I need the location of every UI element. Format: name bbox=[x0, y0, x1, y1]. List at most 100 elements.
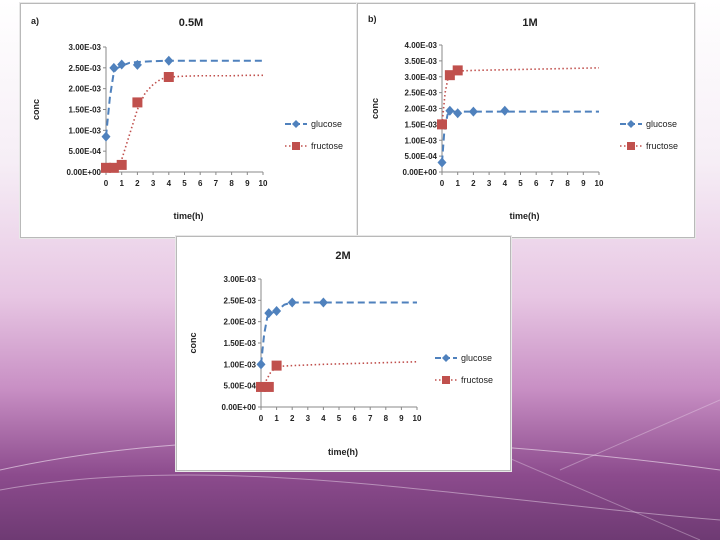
x-tick-label: 7 bbox=[214, 179, 219, 188]
glucose-point bbox=[117, 59, 127, 70]
x-tick-label: 5 bbox=[518, 179, 523, 188]
chart-svg-b: b) 1M 0.00E+00 5.00E-04 1.00E-03 1.50E-03 2.00… bbox=[368, 14, 678, 221]
legend-label-glucose: glucose bbox=[311, 119, 342, 129]
glucose-point bbox=[500, 105, 510, 116]
chart-title: 1M bbox=[522, 17, 537, 29]
y-tick-label: 2.00E-03 bbox=[69, 85, 102, 94]
x-tick-label: 4 bbox=[167, 179, 172, 188]
y-tick-label: 2.00E-03 bbox=[224, 318, 257, 327]
glucose-point bbox=[164, 55, 174, 66]
x-tick-label: 0 bbox=[104, 179, 109, 188]
x-tick-label: 8 bbox=[229, 179, 234, 188]
y-tick-label: 4.00E-03 bbox=[405, 41, 438, 50]
x-tick-label: 5 bbox=[337, 414, 342, 423]
y-tick-label: 2.50E-03 bbox=[69, 64, 102, 73]
x-axis-label: time(h) bbox=[328, 447, 358, 457]
y-tick-label: 1.50E-03 bbox=[224, 339, 257, 348]
glucose-point bbox=[453, 108, 463, 119]
legend-marker-glucose bbox=[627, 120, 635, 128]
chart-svg-a: a) 0.5M 0.00E+00 5.00E-04 1.00E-03 1.50E-03 2.… bbox=[31, 16, 343, 221]
x-tick-label: 0 bbox=[259, 414, 264, 423]
legend-label-glucose: glucose bbox=[646, 119, 677, 129]
glucose-point bbox=[272, 306, 282, 316]
y-tick-label: 3.00E-03 bbox=[224, 275, 257, 284]
panel-label: a) bbox=[31, 16, 39, 26]
x-tick-label: 3 bbox=[487, 179, 492, 188]
x-tick-label: 9 bbox=[581, 179, 586, 188]
panel-label: b) bbox=[368, 14, 377, 24]
x-tick-label: 10 bbox=[413, 414, 422, 423]
glucose-point bbox=[264, 308, 274, 319]
fructose-trendline bbox=[106, 74, 263, 169]
x-tick-label: 1 bbox=[119, 179, 124, 188]
glucose-point bbox=[318, 297, 328, 308]
legend-label-fructose: fructose bbox=[461, 375, 493, 385]
glucose-trendline bbox=[260, 301, 417, 365]
legend-marker-fructose bbox=[442, 376, 450, 384]
fructose-point bbox=[437, 119, 447, 130]
legend-label-fructose: fructose bbox=[646, 141, 678, 151]
x-tick-label: 9 bbox=[399, 414, 404, 423]
x-tick-label: 10 bbox=[595, 179, 604, 188]
fructose-point bbox=[101, 162, 111, 173]
x-axis-label: time(h) bbox=[174, 211, 204, 221]
fructose-point bbox=[163, 72, 174, 82]
x-tick-label: 0 bbox=[440, 179, 445, 188]
glucose-trendline bbox=[441, 110, 599, 163]
y-tick-label: 5.00E-04 bbox=[69, 147, 102, 156]
y-tick-label: 1.00E-03 bbox=[224, 360, 257, 369]
chart-title: 0.5M bbox=[179, 17, 203, 29]
x-tick-label: 3 bbox=[306, 414, 311, 423]
glucose-point bbox=[109, 62, 119, 73]
y-tick-label: 1.00E-03 bbox=[69, 126, 102, 135]
x-tick-label: 10 bbox=[259, 179, 268, 188]
x-tick-label: 9 bbox=[245, 179, 250, 188]
y-tick-label: 1.50E-03 bbox=[69, 106, 102, 115]
x-tick-label: 1 bbox=[274, 414, 279, 423]
glucose-point bbox=[437, 157, 447, 168]
legend-marker-glucose bbox=[442, 354, 450, 362]
y-tick-label: 0.00E+00 bbox=[403, 168, 438, 177]
x-tick-label: 6 bbox=[352, 414, 357, 423]
y-axis-label: conc bbox=[370, 98, 380, 119]
x-tick-label: 6 bbox=[534, 179, 539, 188]
chart-panel-c: 2M 0.00E+00 5.00E-04 1.00E-03 1.50E-03 2.00E-… bbox=[176, 236, 511, 471]
x-tick-label: 8 bbox=[384, 414, 389, 423]
fructose-trendline bbox=[441, 67, 600, 125]
chart-panel-b: b) 1M 0.00E+00 5.00E-04 1.00E-03 1.50E-03 2.00… bbox=[357, 3, 695, 238]
legend-marker-glucose bbox=[292, 120, 300, 128]
chart-svg-c: 2M 0.00E+00 5.00E-04 1.00E-03 1.50E-03 2.00E-… bbox=[188, 250, 493, 457]
y-tick-label: 3.00E-03 bbox=[69, 43, 102, 52]
chart-panel-a: a) 0.5M 0.00E+00 5.00E-04 1.00E-03 1.50E-03 2.… bbox=[20, 3, 358, 238]
x-tick-label: 5 bbox=[182, 179, 187, 188]
y-tick-label: 0.00E+00 bbox=[67, 168, 102, 177]
x-tick-label: 1 bbox=[455, 179, 460, 188]
y-tick-label: 2.50E-03 bbox=[224, 296, 257, 305]
fructose-point bbox=[444, 70, 455, 81]
x-tick-label: 2 bbox=[135, 179, 140, 188]
glucose-point bbox=[287, 297, 297, 308]
fructose-point bbox=[452, 65, 463, 76]
y-axis-label: conc bbox=[31, 99, 41, 120]
y-tick-label: 5.00E-04 bbox=[224, 382, 257, 391]
glucose-point bbox=[101, 131, 111, 142]
legend-marker-fructose bbox=[292, 142, 300, 150]
glucose-point bbox=[445, 105, 455, 116]
y-tick-label: 5.00E-04 bbox=[405, 152, 438, 161]
y-tick-label: 1.00E-03 bbox=[405, 136, 438, 145]
legend-label-glucose: glucose bbox=[461, 353, 492, 363]
y-tick-label: 3.50E-03 bbox=[405, 57, 438, 66]
fructose-point bbox=[108, 162, 119, 173]
fructose-point bbox=[132, 97, 143, 108]
legend-marker-fructose bbox=[627, 142, 635, 150]
glucose-trendline bbox=[105, 59, 263, 137]
y-tick-label: 2.50E-03 bbox=[405, 89, 438, 98]
x-tick-label: 7 bbox=[368, 414, 373, 423]
x-tick-label: 4 bbox=[321, 414, 326, 423]
x-axis-label: time(h) bbox=[510, 211, 540, 221]
fructose-point bbox=[256, 381, 266, 392]
fructose-trendline bbox=[260, 360, 418, 388]
fructose-point bbox=[116, 159, 127, 170]
x-tick-label: 4 bbox=[503, 179, 508, 188]
y-tick-label: 0.00E+00 bbox=[222, 403, 257, 412]
